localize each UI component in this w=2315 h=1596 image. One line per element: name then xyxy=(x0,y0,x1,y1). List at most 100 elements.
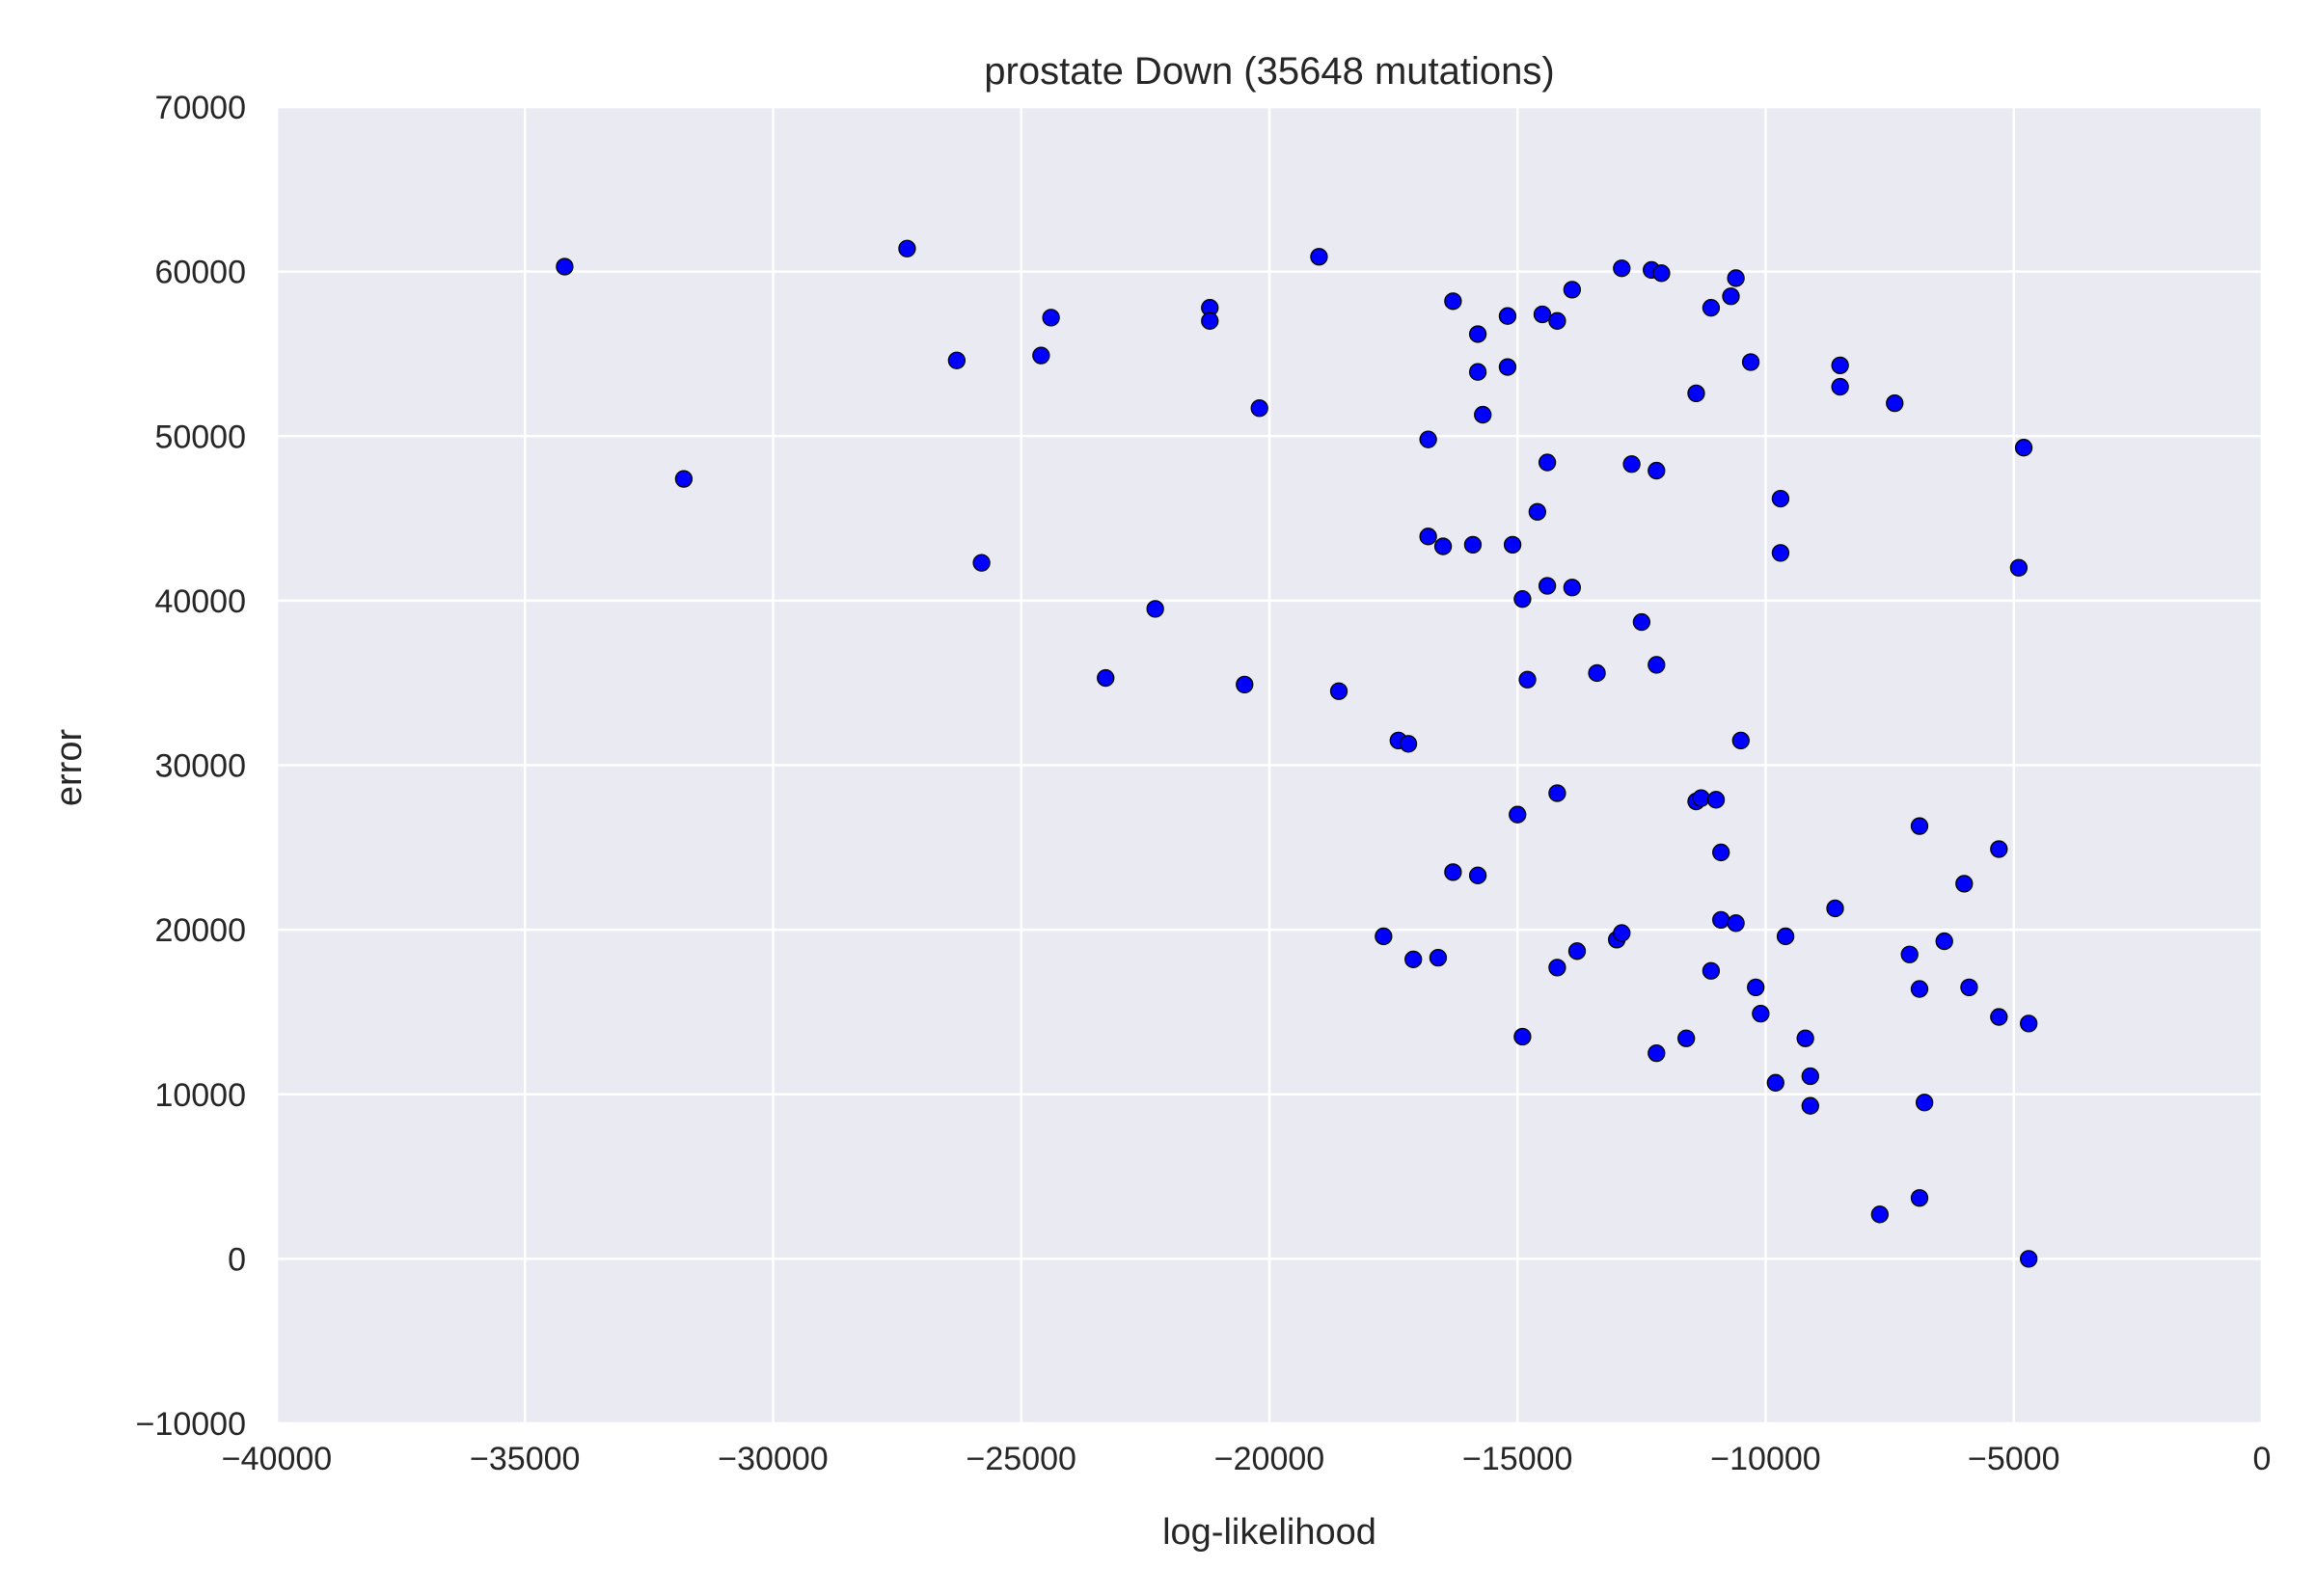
data-point xyxy=(1752,1004,1770,1023)
data-point xyxy=(1622,455,1641,473)
data-point xyxy=(1796,1029,1814,1047)
data-point xyxy=(1528,502,1546,521)
data-point xyxy=(1503,535,1522,555)
y-tick-label: 30000 xyxy=(154,748,246,785)
data-point xyxy=(1250,399,1268,418)
data-point xyxy=(1687,384,1705,403)
data-point xyxy=(1042,309,1060,327)
data-point xyxy=(1741,353,1760,371)
y-tick-label: 70000 xyxy=(154,90,246,126)
data-point xyxy=(1563,579,1581,597)
y-tick-label: 0 xyxy=(228,1241,246,1278)
data-point xyxy=(1712,910,1730,930)
x-tick-labels: −40000 −35000 −30000 −25000 −20000 −15000 −100… xyxy=(222,1441,2272,1477)
data-point xyxy=(1613,924,1631,942)
y-tick-label: 50000 xyxy=(154,419,246,455)
data-point xyxy=(1831,356,1849,375)
data-point xyxy=(1444,863,1462,881)
data-point xyxy=(1692,789,1710,807)
data-point xyxy=(1548,959,1566,977)
data-point xyxy=(2014,439,2033,457)
data-point xyxy=(1375,927,1393,946)
data-point xyxy=(1771,489,1790,508)
data-point xyxy=(1538,453,1557,472)
data-point xyxy=(1648,1043,1666,1063)
data-point xyxy=(1032,346,1050,365)
y-tick-label: 20000 xyxy=(154,912,246,949)
x-tick-label: −25000 xyxy=(967,1441,1076,1477)
x-tick-label: −15000 xyxy=(1462,1441,1572,1477)
y-tick-label: −10000 xyxy=(136,1406,246,1443)
data-point xyxy=(1910,1189,1929,1207)
data-point xyxy=(1702,961,1721,980)
x-tick-label: −20000 xyxy=(1214,1441,1324,1477)
data-point xyxy=(1201,311,1219,330)
data-point xyxy=(1990,840,2008,858)
data-point xyxy=(674,470,694,488)
x-axis-label: log-likelihood xyxy=(1162,1512,1376,1553)
data-point xyxy=(972,554,991,572)
data-point xyxy=(1747,978,1765,996)
x-tick-label: −30000 xyxy=(718,1441,828,1477)
data-point xyxy=(1706,791,1726,809)
data-point xyxy=(1404,950,1423,968)
data-point xyxy=(1960,978,1978,996)
x-tick-label: 0 xyxy=(2253,1441,2272,1477)
data-point xyxy=(1801,1096,1819,1115)
data-point xyxy=(1399,735,1418,753)
data-point xyxy=(1766,1073,1784,1092)
chart-title: prostate Down (35648 mutations) xyxy=(984,50,1554,93)
data-point xyxy=(1632,612,1651,632)
data-point xyxy=(2020,1250,2038,1268)
data-point xyxy=(898,239,916,257)
data-point xyxy=(1826,899,1844,918)
data-point xyxy=(1433,537,1453,555)
data-point xyxy=(1513,1027,1532,1046)
data-point xyxy=(1498,307,1517,325)
data-point xyxy=(1910,980,1929,998)
data-point xyxy=(1652,264,1671,283)
data-point xyxy=(1548,784,1566,802)
data-point xyxy=(1329,682,1348,700)
data-point xyxy=(1648,656,1666,674)
data-point xyxy=(1097,668,1115,688)
x-tick-label: −40000 xyxy=(222,1441,332,1477)
data-point xyxy=(1567,942,1587,960)
data-point xyxy=(1429,948,1448,967)
data-point xyxy=(1727,269,1745,287)
data-point xyxy=(1474,405,1492,424)
x-tick-label: −35000 xyxy=(470,1441,580,1477)
data-point xyxy=(1468,866,1487,884)
data-point xyxy=(2009,558,2029,577)
data-point xyxy=(1915,1094,1934,1112)
data-point xyxy=(1727,914,1745,933)
data-point xyxy=(1870,1205,1889,1224)
data-point xyxy=(1731,731,1750,750)
data-point xyxy=(1801,1067,1819,1086)
data-point xyxy=(1935,932,1953,951)
data-point xyxy=(2020,1014,2038,1033)
x-tick-label: −10000 xyxy=(1710,1441,1820,1477)
data-point xyxy=(1831,377,1849,396)
data-point xyxy=(1463,535,1483,555)
y-tick-label: 60000 xyxy=(154,255,246,291)
data-point xyxy=(1776,927,1795,946)
data-point xyxy=(1533,305,1552,324)
scatter-points xyxy=(556,239,2038,1268)
data-point xyxy=(1900,945,1919,963)
data-point xyxy=(1702,299,1721,317)
data-point xyxy=(1419,430,1437,448)
x-tick-label: −5000 xyxy=(1968,1441,2060,1477)
data-point xyxy=(1513,590,1532,609)
data-point xyxy=(1886,393,1904,413)
data-point xyxy=(1771,544,1790,562)
data-point xyxy=(1468,363,1487,381)
data-point xyxy=(1722,287,1740,306)
data-point xyxy=(1648,461,1666,480)
data-point xyxy=(1538,577,1557,595)
y-axis-label: error xyxy=(49,729,90,807)
data-point xyxy=(1712,843,1730,862)
data-point xyxy=(1990,1008,2008,1026)
